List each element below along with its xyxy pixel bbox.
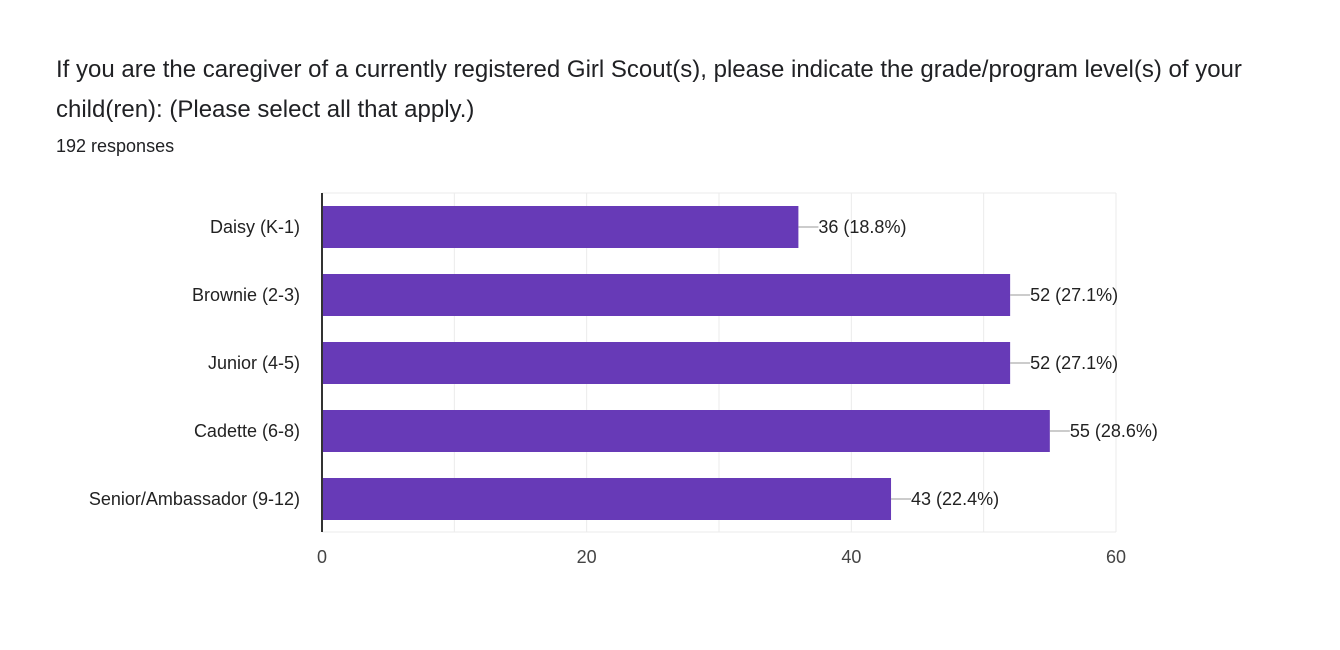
data-label: 52 (27.1%): [1030, 285, 1118, 305]
bar-layer: [322, 206, 1050, 520]
data-label: 36 (18.8%): [818, 217, 906, 237]
x-tick-label: 40: [841, 547, 861, 567]
label-layer: Daisy (K-1) 36 (18.8%) Brownie (2-3) 52 (27…: [89, 217, 1158, 509]
response-count: 192 responses: [56, 136, 175, 156]
bar: [322, 274, 1011, 316]
category-label: Senior/Ambassador (9-12): [89, 489, 300, 509]
x-tick-label: 0: [317, 547, 327, 567]
bar: [322, 206, 799, 248]
category-label: Junior (4-5): [208, 353, 300, 373]
bar: [322, 478, 892, 520]
data-label: 52 (27.1%): [1030, 353, 1118, 373]
data-label: 43 (22.4%): [911, 489, 999, 509]
data-label: 55 (28.6%): [1070, 421, 1158, 441]
axis-layer: 0 20 40 60: [317, 193, 1126, 567]
category-label: Brownie (2-3): [192, 285, 300, 305]
x-tick-label: 60: [1106, 547, 1126, 567]
x-tick-label: 20: [577, 547, 597, 567]
category-label: Daisy (K-1): [210, 217, 300, 237]
bar: [322, 410, 1050, 452]
bar: [322, 342, 1011, 384]
category-label: Cadette (6-8): [194, 421, 300, 441]
question-title: If you are the caregiver of a currently …: [56, 56, 1242, 123]
